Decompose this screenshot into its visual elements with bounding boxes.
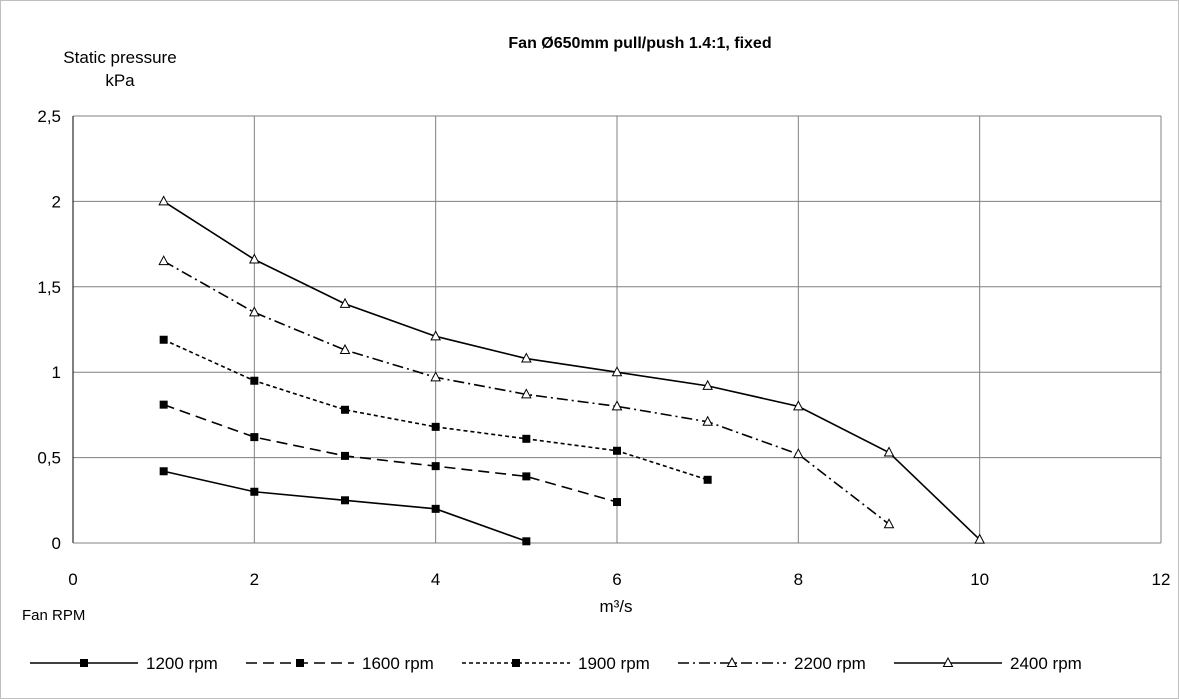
data-point [431,462,440,471]
data-point [339,297,351,308]
y-axis-label-line1: Static pressure [63,48,176,67]
series-line [163,470,527,543]
data-point [522,472,531,481]
legend-marker [726,656,738,667]
data-point [341,496,349,505]
x-tick-labels: 0 2 4 6 8 10 12 [68,570,1170,589]
x-tick-label: 12 [1152,570,1171,589]
data-point [159,467,168,476]
y-tick-label: 2 [52,192,61,211]
data-point [521,352,532,363]
data-point [702,379,713,390]
data-point [793,448,804,459]
data-point [613,446,621,455]
data-point [974,533,985,544]
legend: 1200 rpm 1600 rpm 1900 rpm 2200 rpm 2400 rpm [30,654,1082,673]
y-tick-label: 1,5 [37,278,61,297]
data-point [249,253,260,264]
series-1600-rpm [159,400,621,507]
data-point [341,451,349,460]
data-point [883,446,895,457]
y-axis-label-line2: kPa [105,71,135,90]
legend-item: 1600 rpm [246,654,434,673]
legend-item: 2400 rpm [894,654,1082,673]
series-1200-rpm [159,467,531,546]
legend-marker [942,656,954,667]
data-point [250,376,259,385]
data-point [611,366,623,377]
x-tick-label: 4 [431,570,440,589]
y-tick-labels: 0 0,5 1 1,5 2 2,5 [37,107,61,553]
data-point [702,415,713,426]
data-point [250,433,259,442]
legend-label: 1900 rpm [578,654,650,673]
x-tick-label: 2 [250,570,259,589]
data-point [250,487,259,496]
x-tick-label: 0 [68,570,77,589]
legend-marker [512,659,520,667]
data-point [339,343,351,354]
legend-item: 1200 rpm [30,654,218,673]
data-point [793,400,804,411]
data-point [883,518,895,529]
legend-label: 2400 rpm [1010,654,1082,673]
gridlines [72,115,1162,544]
legend-label: 1200 rpm [146,654,218,673]
series-group [158,195,985,546]
data-point [249,306,260,317]
data-point [431,422,440,431]
legend-marker [80,659,88,667]
series-line [163,200,981,541]
data-point [522,434,531,443]
x-tick-label: 6 [612,570,621,589]
legend-item: 2200 rpm [678,654,866,673]
x-tick-label: 10 [970,570,989,589]
legend-label: 1600 rpm [362,654,434,673]
data-point [703,475,712,484]
data-point [430,371,441,382]
y-tick-label: 0,5 [37,449,61,468]
series-1900-rpm [159,335,712,484]
y-tick-label: 1 [52,363,61,382]
data-point [613,498,621,507]
series-2400-rpm [158,195,985,544]
legend-marker [296,659,304,667]
data-point [158,195,169,206]
data-point [611,400,623,411]
data-point [341,405,349,414]
data-point [521,388,532,399]
chart-title: Fan Ø650mm pull/push 1.4:1, fixed [508,35,771,52]
data-point [430,330,441,341]
y-tick-label: 2,5 [37,107,61,126]
data-point [158,255,169,266]
data-point [159,335,168,344]
x-axis-label: m³/s [599,597,632,616]
data-point [159,400,168,409]
data-point [431,504,440,513]
legend-title: Fan RPM [22,607,85,624]
series-2200-rpm [158,255,895,529]
legend-item: 1900 rpm [462,654,650,673]
legend-label: 2200 rpm [794,654,866,673]
x-tick-label: 8 [794,570,803,589]
series-line [163,260,890,525]
y-tick-label: 0 [52,534,61,553]
data-point [522,537,531,546]
